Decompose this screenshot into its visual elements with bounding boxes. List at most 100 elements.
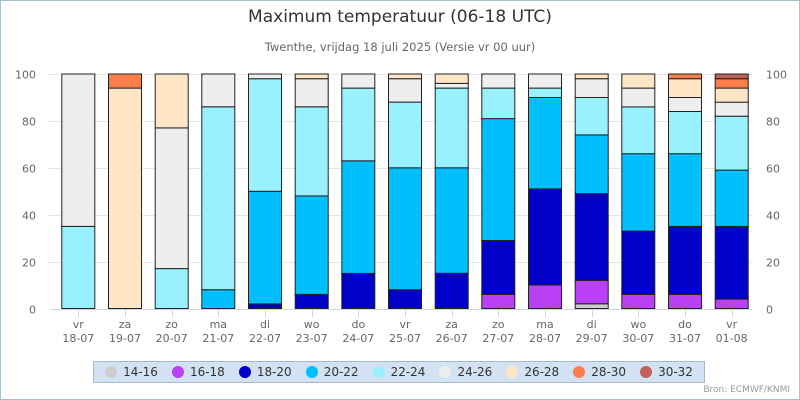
legend-item[interactable]: 16-18 <box>171 365 225 379</box>
bar-segment-16-18[interactable] <box>574 279 609 305</box>
bar-segment-14-16[interactable] <box>574 303 609 309</box>
legend-label: 22-24 <box>390 365 426 379</box>
bar-segment-16-18[interactable] <box>481 293 516 309</box>
bar-segment-18-20[interactable] <box>574 193 609 281</box>
x-tick-label-date: 22-07 <box>249 332 281 345</box>
y-tick-label-left: 80 <box>22 116 36 129</box>
bar-segment-24-26[interactable] <box>434 82 469 89</box>
y-tick-label-left: 40 <box>22 210 36 223</box>
bar-segment-18-20[interactable] <box>388 289 422 310</box>
bar-segment-24-26[interactable] <box>574 78 609 98</box>
x-tick-label-day: vr <box>399 318 411 331</box>
y-tick-label-left: 0 <box>29 304 36 317</box>
bar-segment-22-24[interactable] <box>668 111 702 155</box>
bar-segment-26-28[interactable] <box>388 73 422 80</box>
bar-segment-20-22[interactable] <box>434 167 469 274</box>
bar-segment-18-20[interactable] <box>528 188 562 286</box>
bar-segment-22-24[interactable] <box>248 78 282 192</box>
bar-segment-18-20[interactable] <box>248 303 282 309</box>
bar-segment-22-24[interactable] <box>341 87 376 162</box>
y-tick-label-right: 100 <box>766 69 787 82</box>
bar-segment-24-26[interactable] <box>294 78 329 108</box>
bar-segment-26-28[interactable] <box>668 78 702 98</box>
legend-item[interactable]: 24-26 <box>439 365 492 379</box>
bar-segment-22-24[interactable] <box>481 87 516 120</box>
legend-marker-icon <box>305 366 318 378</box>
bar-segment-22-24[interactable] <box>714 115 749 171</box>
bar-segment-26-28[interactable] <box>154 73 189 129</box>
x-tick-label-date: 20-07 <box>156 332 188 345</box>
bar-segment-24-26[interactable] <box>388 78 422 103</box>
bar-segment-18-20[interactable] <box>714 225 749 300</box>
bar-segment-16-18[interactable] <box>714 298 749 310</box>
y-tick-label-right: 20 <box>766 257 780 270</box>
bar-segment-20-22[interactable] <box>621 153 656 232</box>
x-axis: vr18-07za19-07zo20-07ma21-07di22-07wo23-… <box>62 310 748 345</box>
bar-segment-22-24[interactable] <box>61 225 96 309</box>
legend-item[interactable]: 26-28 <box>506 365 559 379</box>
bar-segment-20-22[interactable] <box>248 190 282 305</box>
legend-item[interactable]: 22-24 <box>372 365 426 379</box>
bar-segment-24-26[interactable] <box>714 101 749 117</box>
bar-segment-24-26[interactable] <box>481 73 516 89</box>
bar-segment-22-24[interactable] <box>201 106 236 291</box>
bar-segment-22-24[interactable] <box>434 87 469 169</box>
bar-segment-24-26[interactable] <box>201 73 236 108</box>
x-tick-label-day: di <box>260 318 270 331</box>
legend-item[interactable]: 18-20 <box>238 365 292 379</box>
bar-segment-18-20[interactable] <box>621 230 656 295</box>
bar-segment-16-18[interactable] <box>621 293 656 309</box>
bar-segment-20-22[interactable] <box>574 134 609 195</box>
bar-segment-20-22[interactable] <box>341 160 376 274</box>
x-tick-label-day: zo <box>165 318 178 331</box>
bar-segment-22-24[interactable] <box>294 106 329 197</box>
bar-segment-24-26[interactable] <box>668 96 702 113</box>
bar-segment-20-22[interactable] <box>481 118 516 241</box>
bar-segment-20-22[interactable] <box>294 195 329 295</box>
bar-segment-22-24[interactable] <box>574 96 609 136</box>
bar-segment-28-30[interactable] <box>668 73 702 80</box>
legend-item[interactable]: 30-32 <box>640 365 693 379</box>
bar-segment-26-28[interactable] <box>294 73 329 80</box>
bar-segment-18-20[interactable] <box>668 225 702 295</box>
bar-segment-28-30[interactable] <box>108 73 142 89</box>
bar-segment-16-18[interactable] <box>528 284 562 310</box>
legend-item[interactable]: 20-22 <box>305 365 359 379</box>
bar-segment-24-26[interactable] <box>61 73 96 227</box>
bar-segment-30-32[interactable] <box>714 73 749 80</box>
bars <box>61 73 749 310</box>
x-tick-label-day: za <box>445 318 458 331</box>
bar-segment-16-18[interactable] <box>668 293 702 309</box>
x-tick-label-day: do <box>351 318 365 331</box>
bar-segment-24-26[interactable] <box>341 73 376 89</box>
bar-segment-20-22[interactable] <box>668 153 702 227</box>
bar-segment-22-24[interactable] <box>621 106 656 155</box>
bar-segment-18-20[interactable] <box>434 272 469 309</box>
y-tick-label-left: 100 <box>15 69 36 82</box>
x-tick-label-day: di <box>587 318 597 331</box>
bar-segment-22-24[interactable] <box>154 268 189 310</box>
bar-segment-20-22[interactable] <box>714 169 749 227</box>
bar-segment-26-28[interactable] <box>108 87 142 309</box>
bar-segment-18-20[interactable] <box>294 293 329 309</box>
legend-marker-icon <box>640 366 653 378</box>
bar-segment-18-20[interactable] <box>481 240 516 295</box>
bar-segment-22-24[interactable] <box>388 101 422 169</box>
bar-segment-18-20[interactable] <box>341 272 376 309</box>
bar-segment-24-26[interactable] <box>621 87 656 108</box>
bar-segment-20-22[interactable] <box>388 167 422 291</box>
legend-item[interactable]: 14-16 <box>105 365 158 379</box>
bar-segment-26-28[interactable] <box>621 73 656 89</box>
legend-item[interactable]: 28-30 <box>573 365 626 379</box>
bar-segment-28-30[interactable] <box>714 78 749 89</box>
bar-segment-26-28[interactable] <box>574 73 609 80</box>
bar-segment-22-24[interactable] <box>528 87 562 98</box>
bar-segment-24-26[interactable] <box>248 73 282 80</box>
bar-segment-24-26[interactable] <box>154 127 189 270</box>
bar-segment-26-28[interactable] <box>434 73 469 84</box>
bar-segment-20-22[interactable] <box>201 289 236 310</box>
legend-marker-icon <box>439 366 452 378</box>
bar-segment-20-22[interactable] <box>528 96 562 190</box>
bar-segment-26-28[interactable] <box>714 87 749 103</box>
bar-segment-24-26[interactable] <box>528 73 562 89</box>
